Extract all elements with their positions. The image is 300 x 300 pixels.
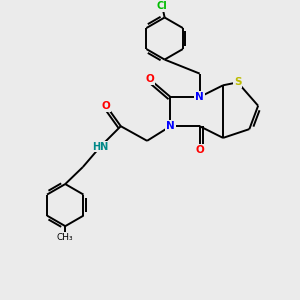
Text: CH₃: CH₃ — [57, 233, 74, 242]
Text: N: N — [166, 121, 175, 131]
Text: HN: HN — [92, 142, 108, 152]
Text: N: N — [195, 92, 204, 102]
Text: O: O — [102, 101, 110, 111]
Text: S: S — [234, 77, 242, 87]
Text: O: O — [195, 145, 204, 154]
Text: O: O — [146, 74, 154, 84]
Text: Cl: Cl — [157, 2, 168, 11]
